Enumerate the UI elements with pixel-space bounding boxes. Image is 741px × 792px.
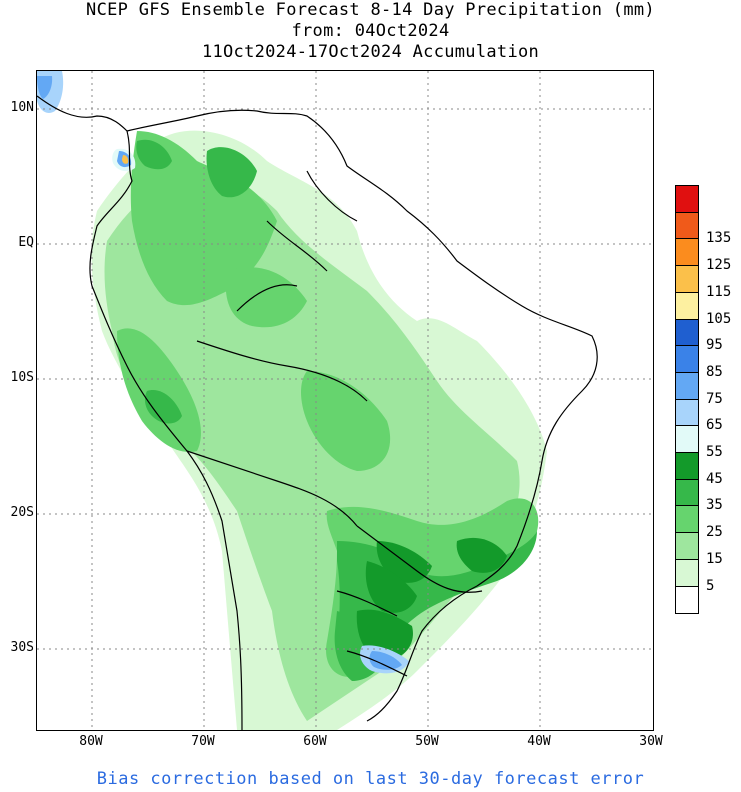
legend-value: 115	[706, 283, 732, 300]
accumulation-period: 11Oct2024-17Oct2024 Accumulation	[201, 42, 540, 62]
legend-swatch	[675, 532, 699, 560]
legend-value: 85	[706, 363, 723, 380]
legend-swatch	[675, 265, 699, 293]
legend-swatch	[675, 211, 699, 240]
y-tick-label: 20S	[10, 505, 34, 520]
y-tick-label: 10S	[10, 370, 34, 385]
map-title: NCEP GFS Ensemble Forecast 8-14 Day Prec…	[86, 0, 655, 20]
legend-value: 35	[706, 497, 723, 514]
legend-value: 15	[706, 550, 723, 567]
x-tick-label: 80W	[79, 734, 103, 749]
legend-value: 25	[706, 524, 723, 541]
legend-value: 45	[706, 470, 723, 487]
x-tick-label: 40W	[527, 734, 551, 749]
legend-swatch	[675, 238, 699, 267]
x-tick-label: 30W	[639, 734, 663, 749]
legend-value: 135	[706, 230, 732, 247]
y-tick-label: EQ	[18, 235, 34, 250]
legend-swatch	[675, 452, 699, 480]
legend-swatch	[675, 425, 699, 453]
legend-value: 65	[706, 417, 723, 434]
legend-swatch	[675, 558, 699, 587]
legend-value: 75	[706, 390, 723, 407]
legend-swatch	[675, 505, 699, 534]
y-tick-label: 10N	[10, 100, 34, 115]
precip-field	[37, 71, 548, 730]
legend-swatch	[675, 291, 699, 320]
x-tick-label: 60W	[303, 734, 327, 749]
legend-value: 55	[706, 444, 723, 460]
legend-swatch	[675, 345, 699, 373]
coastlines-borders	[37, 95, 598, 730]
legend-swatch	[675, 478, 699, 507]
y-tick-label: 30S	[10, 640, 34, 655]
forecast-init-date: from: 04Oct2024	[291, 21, 450, 41]
x-tick-label: 50W	[415, 734, 439, 749]
legend-value: 5	[706, 577, 715, 594]
bias-correction-note: Bias correction based on last 30-day for…	[96, 769, 645, 789]
x-tick-label: 70W	[191, 734, 215, 749]
legend-swatch	[675, 185, 699, 213]
legend-value: 125	[706, 257, 732, 274]
precipitation-map	[36, 70, 654, 731]
legend-swatch	[675, 371, 699, 400]
legend-swatch	[675, 318, 699, 347]
legend-swatch	[675, 398, 699, 427]
legend-swatch	[675, 585, 699, 615]
legend-value: 95	[706, 337, 723, 354]
legend-value: 105	[706, 310, 732, 327]
